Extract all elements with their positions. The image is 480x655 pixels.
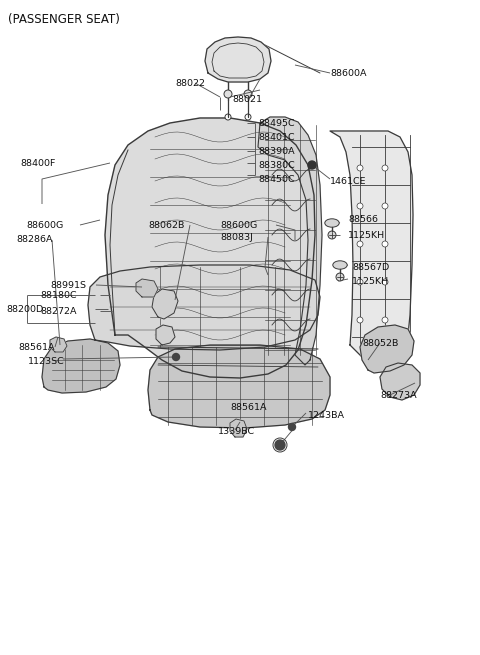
Polygon shape [136,279,158,297]
Text: 88567D: 88567D [352,263,389,272]
Text: 88390A: 88390A [258,147,295,155]
Circle shape [275,440,285,450]
Circle shape [226,92,230,96]
Text: 1339BC: 1339BC [218,426,255,436]
Circle shape [244,90,252,98]
Text: 88083J: 88083J [220,233,253,242]
Text: 88400F: 88400F [20,159,55,168]
Polygon shape [205,37,271,82]
Circle shape [357,165,363,171]
Text: 88600G: 88600G [26,221,63,229]
Text: 88273A: 88273A [380,390,417,400]
Circle shape [245,92,251,96]
Text: 88495C: 88495C [258,119,295,128]
Text: 1125KH: 1125KH [352,276,389,286]
Text: 88022: 88022 [175,79,205,88]
Ellipse shape [333,261,347,269]
Text: 88561A: 88561A [230,403,266,413]
Text: 1461CE: 1461CE [330,176,367,185]
Circle shape [308,161,316,169]
Polygon shape [152,289,178,319]
Polygon shape [88,265,320,350]
Polygon shape [105,118,315,378]
Circle shape [328,231,336,239]
Circle shape [382,203,388,209]
Polygon shape [360,325,414,373]
Polygon shape [148,345,330,428]
Text: 88380C: 88380C [258,160,295,170]
Circle shape [382,279,388,285]
Polygon shape [42,339,120,393]
Circle shape [172,354,180,360]
Text: (PASSENGER SEAT): (PASSENGER SEAT) [8,13,120,26]
Polygon shape [258,117,322,365]
Circle shape [382,317,388,323]
Text: 1243BA: 1243BA [308,411,345,419]
Polygon shape [380,363,420,400]
Text: 88021: 88021 [232,94,262,103]
Circle shape [288,424,296,430]
Text: 88561A: 88561A [18,343,55,352]
Circle shape [357,317,363,323]
Circle shape [357,203,363,209]
Polygon shape [50,337,67,352]
Circle shape [225,114,231,120]
Circle shape [245,114,251,120]
Polygon shape [230,419,247,437]
Circle shape [357,279,363,285]
Text: 88200D: 88200D [6,305,43,314]
Ellipse shape [325,219,339,227]
Text: 88052B: 88052B [362,339,398,348]
Text: 1123SC: 1123SC [28,356,65,365]
Circle shape [382,241,388,247]
Circle shape [224,90,232,98]
Circle shape [357,241,363,247]
Circle shape [382,165,388,171]
Polygon shape [330,131,413,357]
Text: 1125KH: 1125KH [348,231,385,240]
Text: 88566: 88566 [348,215,378,225]
Text: 88450C: 88450C [258,174,295,183]
Text: 88600G: 88600G [220,221,257,229]
Text: 88272A: 88272A [40,307,76,316]
Text: 88286A: 88286A [16,236,52,244]
Text: 88401C: 88401C [258,132,295,141]
Text: 88600A: 88600A [330,69,367,77]
Text: 88180C: 88180C [40,291,77,299]
Text: 88991S: 88991S [50,280,86,290]
Circle shape [336,273,344,281]
Text: 88062B: 88062B [148,221,184,229]
Polygon shape [156,325,175,345]
